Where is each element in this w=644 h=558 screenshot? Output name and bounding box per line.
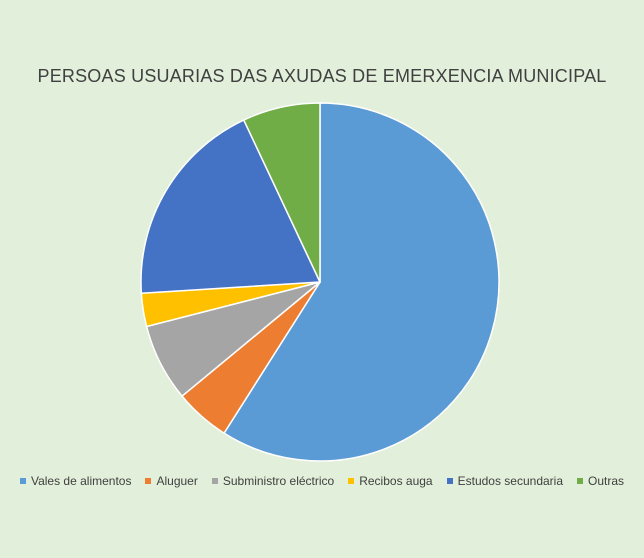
legend-item: Estudos secundaria bbox=[446, 474, 564, 488]
legend-item: Recibos auga bbox=[348, 474, 433, 488]
legend-item: Aluguer bbox=[145, 474, 198, 488]
legend-label: Outras bbox=[588, 474, 625, 488]
legend-swatch bbox=[211, 478, 218, 484]
legend-label: Aluguer bbox=[156, 474, 198, 488]
pie-slice-estudos-secundaria bbox=[140, 119, 322, 295]
legend-label: Vales de alimentos bbox=[30, 474, 132, 488]
legend-label: Estudos secundaria bbox=[457, 474, 564, 488]
legend-label: Recibos auga bbox=[359, 474, 433, 488]
legend-swatch bbox=[145, 478, 152, 484]
legend-item: Subministro eléctrico bbox=[211, 474, 335, 488]
legend-swatch bbox=[577, 478, 584, 484]
legend: Vales de alimentos Aluguer Subministro elé… bbox=[0, 474, 644, 488]
legend-swatch bbox=[446, 478, 453, 484]
legend-label: Subministro eléctrico bbox=[222, 474, 335, 488]
pie-slice-vales-de-alimentos bbox=[223, 102, 500, 462]
legend-swatch bbox=[348, 478, 355, 484]
chart-title: PERSOAS USUARIAS DAS AXUDAS DE EMERXENCI… bbox=[37, 66, 607, 86]
legend-swatch bbox=[19, 478, 26, 484]
pie-slice-outras bbox=[242, 102, 321, 283]
legend-item: Vales de alimentos bbox=[19, 474, 132, 488]
legend-item: Outras bbox=[577, 474, 624, 488]
